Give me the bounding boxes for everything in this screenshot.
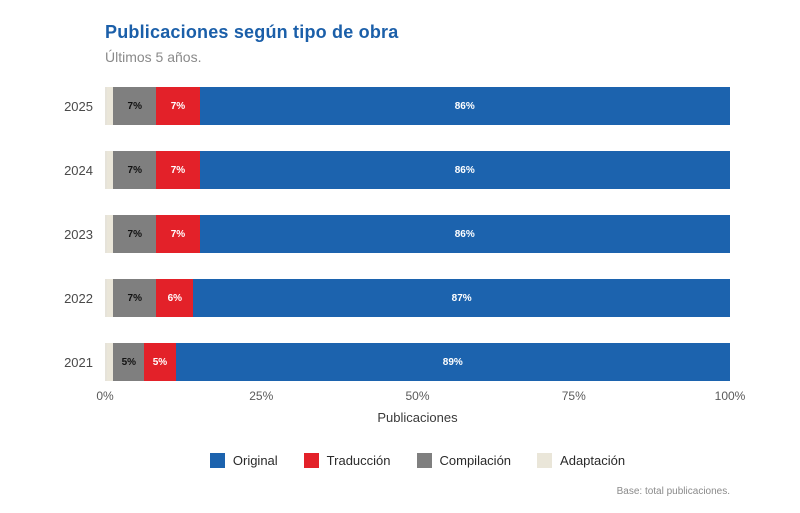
legend-label: Original [232,453,278,468]
bar-segment-adaptacion [107,87,114,125]
bar-segment-compilacion: 7% [113,215,157,253]
year-label: 2023 [64,226,93,242]
bar-segment-original: 86% [199,87,730,125]
legend-item-adaptacion: Adaptación [537,453,625,468]
bar-segment-value: 7% [127,228,142,240]
base-note: Base: total publicaciones. [616,486,730,497]
chart-row-2024: 2024 7% 7% 86% [58,151,730,189]
bar-segment-value: 5% [152,356,168,368]
stacked-bar-chart: 2025 7% 7% 86% 2024 7% 7% 86% 2023 7% 7% 86% 2022 7% 6… [58,87,745,468]
chart-row-2025: 2025 7% 7% 86% [58,87,730,125]
year-label: 2025 [64,98,93,114]
chart-row-2021: 2021 5% 5% 89% [58,343,731,381]
legend-item-original: Original [209,453,278,468]
bar-track: 5% 5% 89% [105,343,731,381]
x-axis-tick: 25% [249,389,274,403]
bar-track: 7% 7% 86% [105,151,730,189]
bar-track: 7% 7% 86% [105,215,730,253]
bar-segment-adaptacion [107,279,114,317]
bar-segment-value: 7% [127,164,142,176]
bar-segment-adaptacion [107,151,114,189]
bar-segment-traduccion: 7% [156,87,200,125]
legend-item-compilacion: Compilación [416,453,512,468]
chart-title: Publicaciones según tipo de obra [105,22,399,42]
bar-segment-value: 7% [170,228,186,240]
bar-segment-compilacion: 7% [113,151,157,189]
bar-segment-value: 7% [170,164,186,176]
bar-segment-value: 7% [170,100,186,112]
legend-label: Adaptación [560,453,626,468]
bar-segment-value: 6% [167,292,183,304]
x-axis-tick: 0% [96,389,114,403]
x-axis-label: Publicaciones [377,410,458,425]
legend-swatch-icon [209,453,225,468]
bar-segment-compilacion: 5% [113,343,145,381]
bar-segment-value: 7% [127,292,142,304]
legend-item-traduccion: Traducción [303,453,391,468]
chart-rows: 2025 7% 7% 86% 2024 7% 7% 86% 2023 7% 7% 86% 2022 7% 6… [58,87,731,381]
bar-track: 7% 6% 87% [105,279,730,317]
year-label: 2024 [64,162,93,178]
chart-legend: Original Traducción Compilación Adaptación [105,453,730,468]
x-axis-tick: 50% [405,389,430,403]
bar-segment-traduccion: 7% [156,151,200,189]
legend-swatch-icon [537,453,553,468]
bar-segment-value: 86% [454,228,475,240]
legend-swatch-icon [416,453,432,468]
year-label: 2022 [64,290,93,306]
x-axis-tick: 75% [561,389,586,403]
legend-swatch-icon [303,453,319,468]
legend-label: Compilación [439,453,512,468]
bar-segment-traduccion: 6% [156,279,194,317]
bar-segment-original: 86% [199,151,730,189]
bar-segment-traduccion: 7% [156,215,200,253]
bar-segment-value: 7% [127,100,142,112]
bar-segment-adaptacion [107,343,114,381]
bar-segment-adaptacion [107,215,114,253]
year-label: 2021 [64,354,93,370]
bar-segment-value: 5% [121,356,137,368]
bar-segment-traduccion: 5% [144,343,176,381]
x-axis: 0% 25% 50% 75% 100% [96,389,745,405]
bar-track: 7% 7% 86% [105,87,730,125]
bar-segment-compilacion: 7% [113,279,157,317]
bar-segment-value: 86% [454,100,475,112]
x-axis-label-row: Publicaciones [105,409,730,427]
bar-segment-value: 89% [442,356,463,368]
chart-row-2023: 2023 7% 7% 86% [58,215,730,253]
bar-segment-value: 87% [451,292,472,304]
bar-segment-value: 86% [454,164,475,176]
chart-header: Publicaciones según tipo de obra Últimos… [105,22,730,65]
x-axis-tick: 100% [714,389,746,403]
chart-row-2022: 2022 7% 6% 87% [58,279,730,317]
bar-segment-original: 86% [199,215,730,253]
legend-label: Traducción [326,453,391,468]
bar-segment-original: 89% [175,343,731,381]
chart-subtitle: Últimos 5 años. [105,49,202,65]
bar-segment-original: 87% [193,279,730,317]
bar-segment-compilacion: 7% [113,87,157,125]
